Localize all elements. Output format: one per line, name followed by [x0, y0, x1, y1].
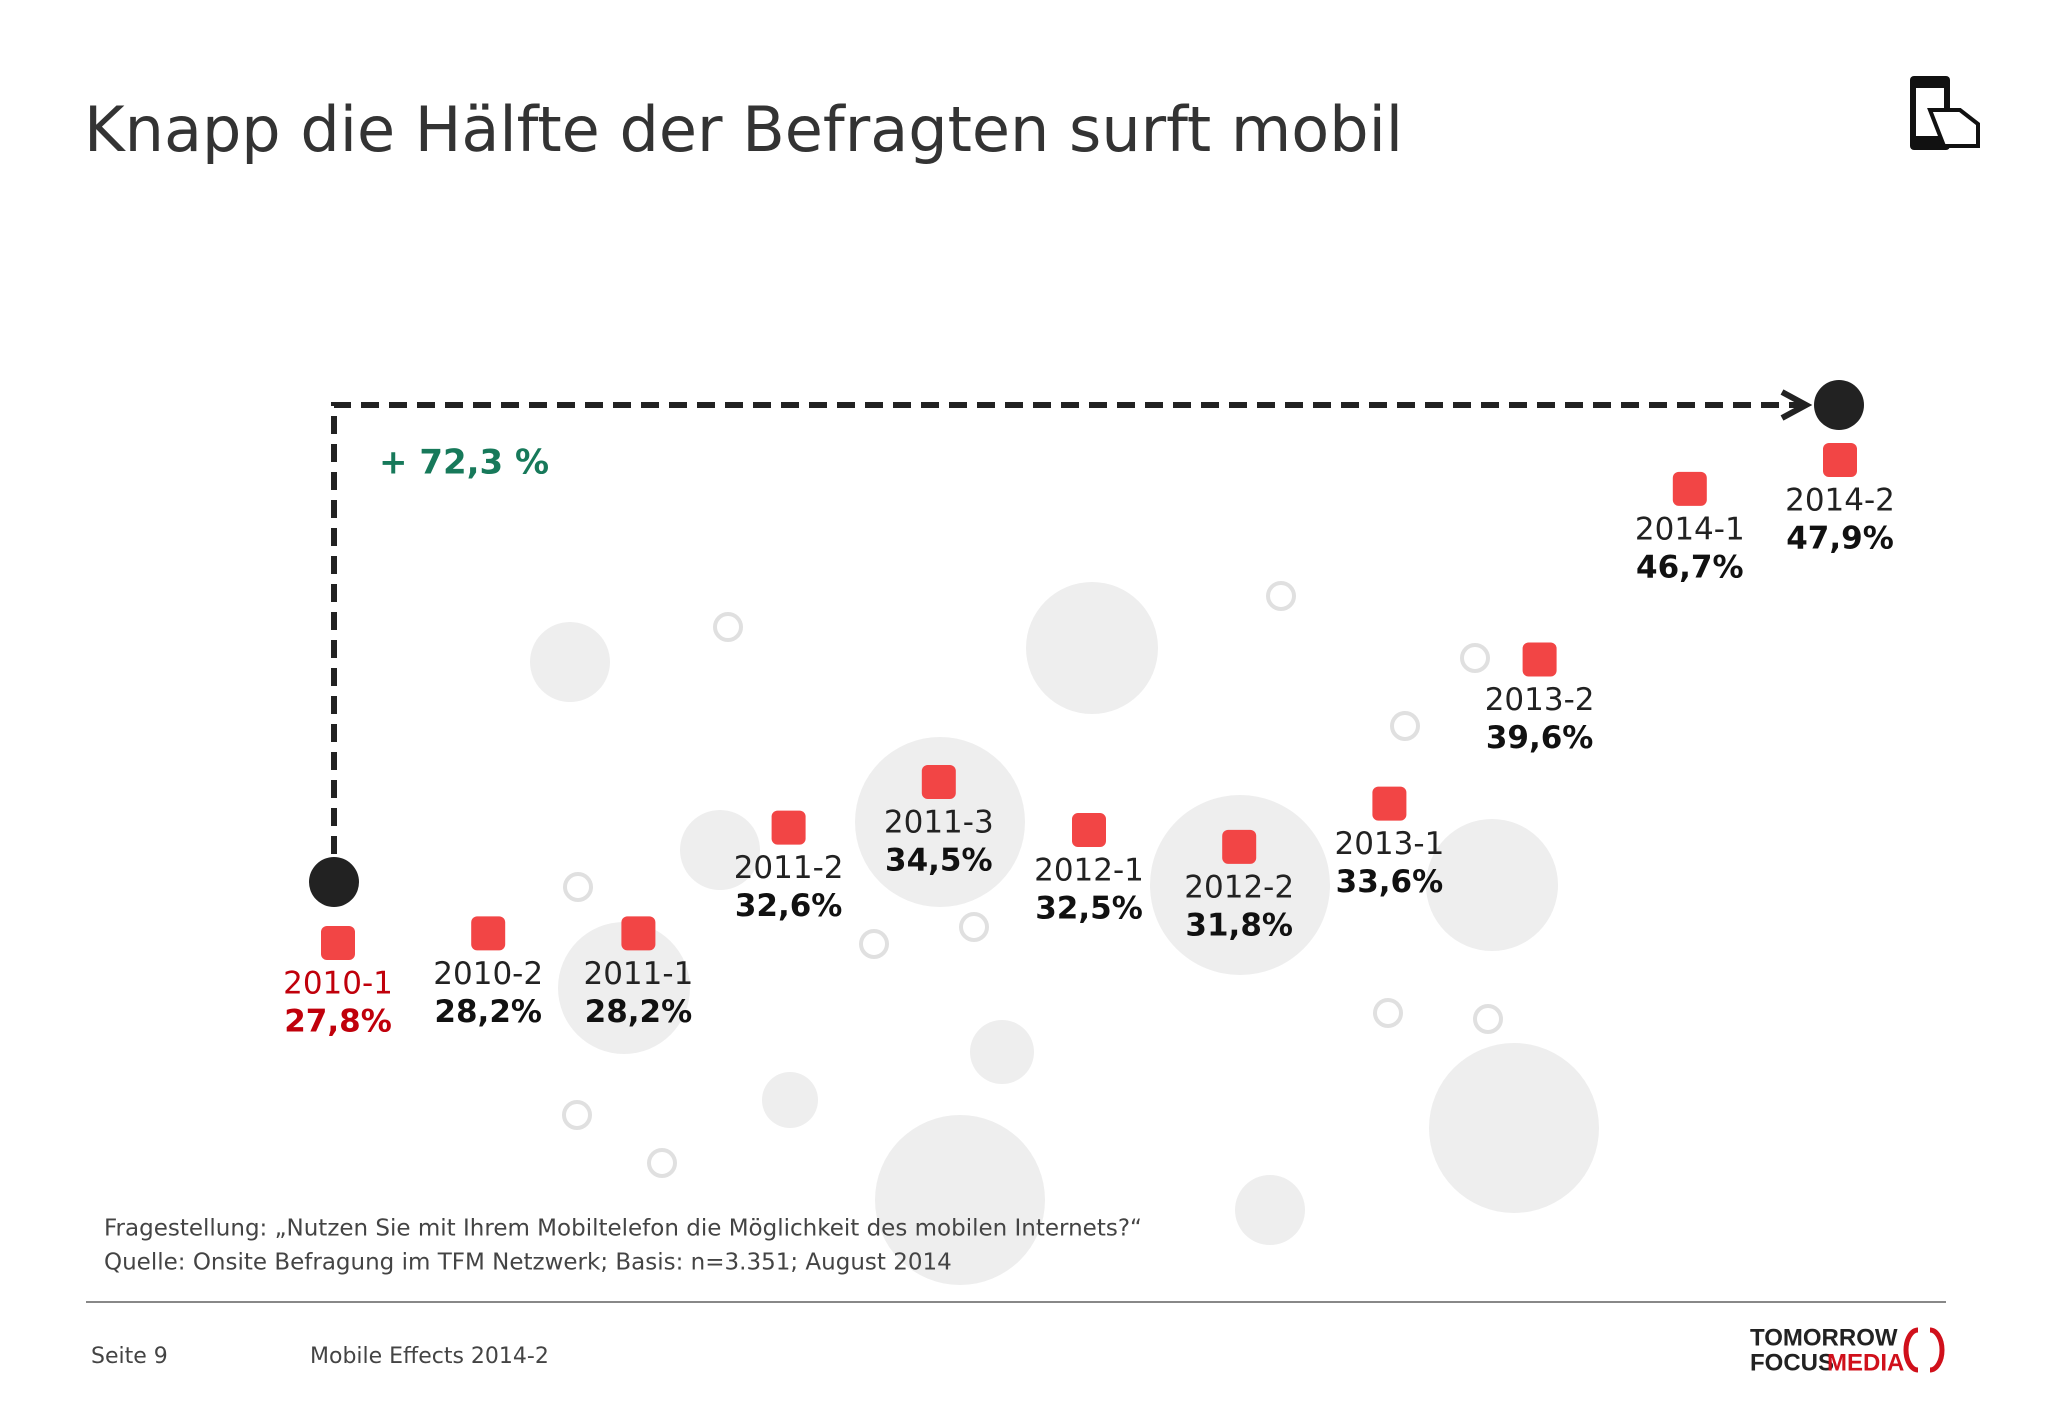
background-rings: [562, 581, 1503, 1178]
note: Fragestellung: „Nutzen Sie mit Ihrem Mob…: [104, 1216, 1142, 1242]
data-point: [1072, 813, 1106, 848]
start-dot: [309, 857, 359, 907]
data-point: [1372, 786, 1407, 821]
data-point: [471, 916, 506, 951]
page-number: Seite 9: [91, 1344, 168, 1369]
value-label: 33,6%: [1336, 864, 1444, 900]
category-label: 2010-2: [433, 956, 543, 992]
end-dot: [1814, 380, 1864, 430]
logo-text: MEDIA: [1827, 1349, 1904, 1376]
category-label: 2012-1: [1034, 853, 1144, 889]
chart-title: Knapp die Hälfte der Befragten surft mob…: [84, 93, 1403, 166]
value-label: 28,2%: [434, 994, 542, 1030]
value-label: 34,5%: [885, 843, 993, 879]
report-name: Mobile Effects 2014-2: [310, 1344, 549, 1369]
value-label: 32,6%: [735, 888, 843, 924]
category-label: 2014-1: [1635, 511, 1745, 547]
value-label: 31,8%: [1185, 907, 1293, 943]
category-label: 2011-3: [884, 805, 994, 841]
category-label: 2013-1: [1334, 826, 1444, 862]
logo: TOMORROW FOCUS MEDIA: [1750, 1324, 1945, 1376]
growth-arrow: [331, 402, 1800, 882]
data-point: [1222, 829, 1257, 864]
background-decoration: [530, 582, 1599, 1285]
logo-text: TOMORROW: [1750, 1324, 1898, 1351]
data-point: [321, 926, 355, 960]
data-point: [1823, 443, 1857, 477]
category-label: 2013-2: [1485, 682, 1595, 718]
data-point: [1672, 471, 1707, 506]
value-label: 47,9%: [1786, 521, 1894, 557]
category-label: 2012-2: [1184, 869, 1294, 905]
data-point: [921, 765, 956, 799]
category-label: 2010-1: [283, 966, 393, 1002]
arrow-head: [1780, 389, 1813, 421]
value-label: 28,2%: [585, 994, 693, 1030]
phone-icon: [1910, 76, 1980, 150]
annotation: + 72,3 %: [379, 443, 549, 483]
value-label: 39,6%: [1486, 720, 1594, 756]
category-label: 2011-2: [734, 850, 844, 886]
value-label: 32,5%: [1035, 891, 1143, 927]
value-label: 46,7%: [1636, 549, 1744, 585]
data-point: [621, 916, 656, 951]
category-label: 2011-1: [583, 956, 693, 992]
data-point: [1522, 642, 1557, 677]
data-point: [771, 810, 806, 845]
value-label: 27,8%: [284, 1004, 392, 1040]
logo-text: FOCUS: [1750, 1349, 1834, 1376]
note: Quelle: Onsite Befragung im TFM Netzwerk…: [104, 1250, 952, 1276]
category-label: 2014-2: [1785, 483, 1895, 519]
